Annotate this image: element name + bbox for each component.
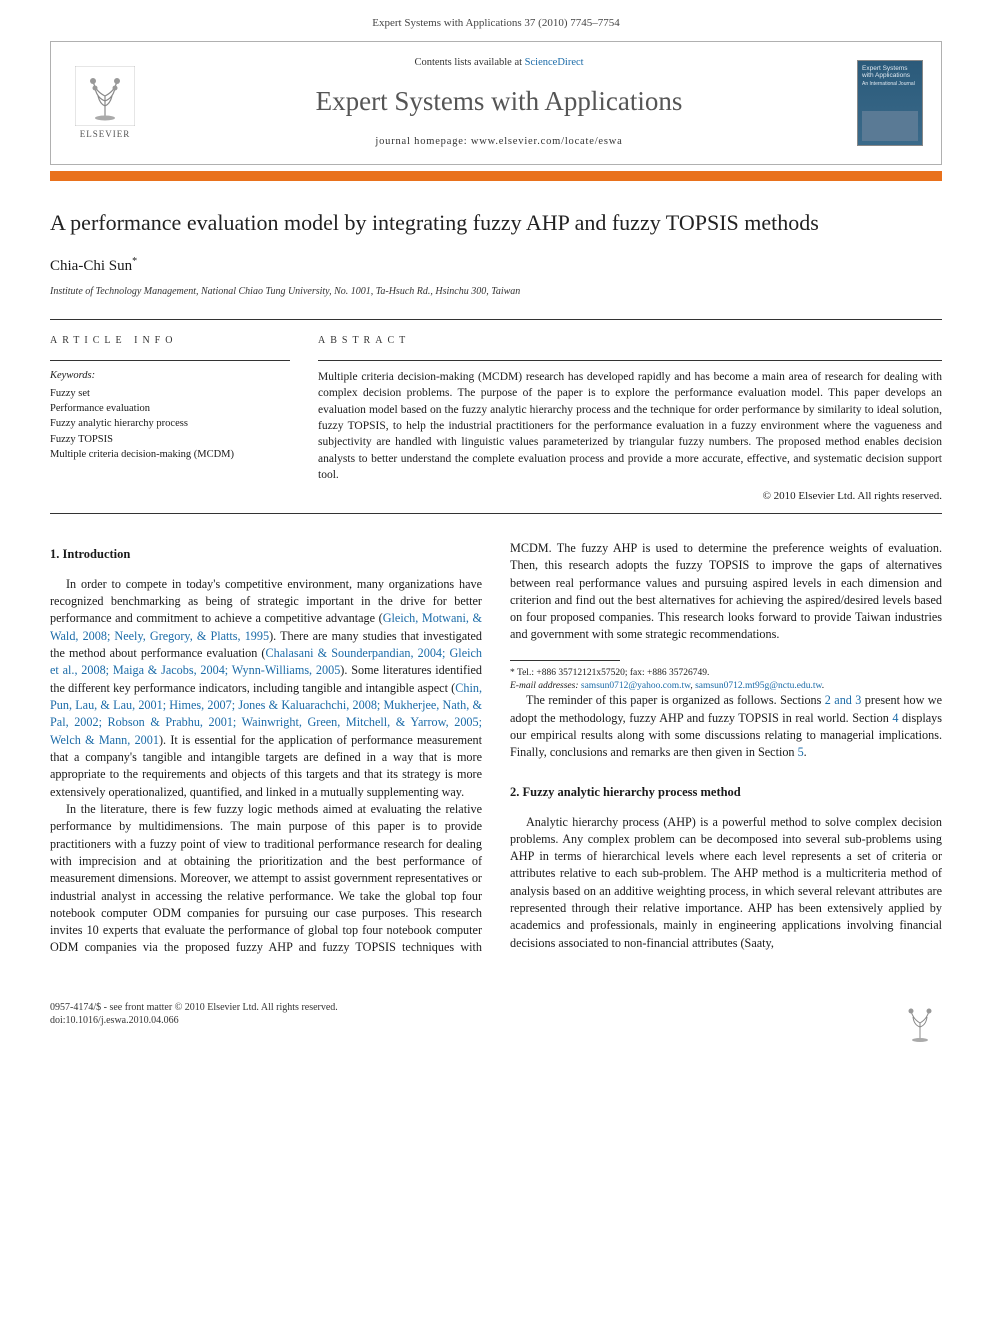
elsevier-tree-icon <box>898 1001 942 1045</box>
issn-line: 0957-4174/$ - see front matter © 2010 El… <box>50 1001 338 1015</box>
abstract-text: Multiple criteria decision-making (MCDM)… <box>318 369 942 483</box>
sciencedirect-link[interactable]: ScienceDirect <box>525 57 584 68</box>
journal-cover-thumbnail: Expert Systems with Applications An Inte… <box>857 60 923 146</box>
info-abstract-block: article info Keywords: Fuzzy set Perform… <box>50 319 942 505</box>
keyword: Fuzzy TOPSIS <box>50 432 290 447</box>
contents-prefix: Contents lists available at <box>414 57 524 68</box>
corresponding-marker: * <box>132 256 137 267</box>
contents-line: Contents lists available at ScienceDirec… <box>141 56 857 71</box>
abstract-heading: abstract <box>318 334 942 348</box>
article-info-column: article info Keywords: Fuzzy set Perform… <box>50 334 290 505</box>
body-paragraph: The reminder of this paper is organized … <box>510 692 942 761</box>
email-link[interactable]: samsun0712.mt95g@nctu.edu.tw <box>695 681 822 691</box>
keyword: Multiple criteria decision-making (MCDM) <box>50 447 290 462</box>
author-name: Chia-Chi Sun <box>50 258 132 274</box>
running-header: Expert Systems with Applications 37 (201… <box>0 0 992 41</box>
footnote-separator <box>510 660 620 661</box>
citation-text: Expert Systems with Applications 37 (201… <box>372 17 619 29</box>
corresponding-footnote: * Tel.: +886 35712121x57520; fax: +886 3… <box>510 667 942 693</box>
journal-name: Expert Systems with Applications <box>141 83 857 121</box>
section-link[interactable]: 2 and 3 <box>825 693 862 707</box>
keyword: Fuzzy set <box>50 386 290 401</box>
journal-masthead: ELSEVIER Contents lists available at Sci… <box>50 41 942 164</box>
keyword: Performance evaluation <box>50 401 290 416</box>
body-paragraph: Analytic hierarchy process (AHP) is a po… <box>510 814 942 953</box>
footnote-tel: * Tel.: +886 35712121x57520; fax: +886 3… <box>510 667 942 680</box>
doi-line: doi:10.1016/j.eswa.2010.04.066 <box>50 1014 338 1028</box>
abstract-copyright: © 2010 Elsevier Ltd. All rights reserved… <box>318 489 942 504</box>
article-info-heading: article info <box>50 334 290 348</box>
footer-left: 0957-4174/$ - see front matter © 2010 El… <box>50 1001 338 1050</box>
author-affiliation: Institute of Technology Management, Nati… <box>50 285 942 299</box>
elsevier-tree-icon <box>75 66 135 126</box>
author-line: Chia-Chi Sun* <box>50 255 942 277</box>
masthead-center: Contents lists available at ScienceDirec… <box>141 56 857 149</box>
accent-bar <box>50 171 942 181</box>
publisher-name: ELSEVIER <box>80 128 131 141</box>
footer-logo <box>898 1001 942 1050</box>
keywords-label: Keywords: <box>50 369 290 384</box>
keyword: Fuzzy analytic hierarchy process <box>50 416 290 431</box>
body-paragraph: In order to compete in today's competiti… <box>50 576 482 801</box>
journal-homepage: journal homepage: www.elsevier.com/locat… <box>141 135 857 150</box>
body-columns: 1. Introduction In order to compete in t… <box>50 540 942 957</box>
section-heading-introduction: 1. Introduction <box>50 546 482 564</box>
section-heading-fahp: 2. Fuzzy analytic hierarchy process meth… <box>510 784 942 802</box>
elsevier-logo: ELSEVIER <box>69 63 141 143</box>
email-link[interactable]: samsun0712@yahoo.com.tw <box>581 681 690 691</box>
article-title: A performance evaluation model by integr… <box>50 209 942 238</box>
footnote-email-line: E-mail addresses: samsun0712@yahoo.com.t… <box>510 680 942 693</box>
page-footer: 0957-4174/$ - see front matter © 2010 El… <box>50 987 942 1050</box>
abstract-column: abstract Multiple criteria decision-maki… <box>318 334 942 505</box>
cover-title: Expert Systems with Applications An Inte… <box>862 65 918 88</box>
